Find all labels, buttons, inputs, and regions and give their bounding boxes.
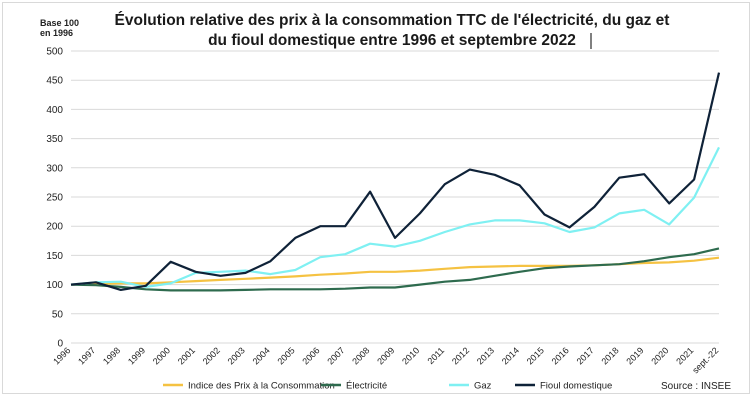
legend-label: Indice des Prix à la Consommation (188, 381, 335, 392)
legend-label: Gaz (474, 381, 492, 392)
x-tick-label: 2017 (575, 345, 596, 366)
x-tick-label: 2008 (350, 345, 371, 366)
x-tick-label: 1999 (126, 345, 147, 366)
x-tick-label: sept.-22 (690, 345, 720, 375)
x-tick-label: 2010 (400, 345, 421, 366)
y-tick-label: 50 (52, 309, 64, 320)
chart-title-line-1: Évolution relative des prix à la consomm… (115, 12, 670, 29)
y-tick-labels: 0 50 100 150 200 250 300 350 400 450 500 (46, 47, 63, 350)
x-tick-labels: 1996 1997 1998 1999 2000 2001 2002 2003 2004 2005… (51, 345, 720, 375)
y-tick-label: 0 (57, 339, 63, 350)
x-tick-label: 2020 (649, 345, 670, 366)
x-tick-label: 1996 (51, 345, 72, 366)
legend: Indice des Prix à la Consommation Électri… (163, 381, 612, 392)
y-axis-label-line-1: Base 100 (40, 18, 79, 28)
x-tick-label: 2015 (525, 345, 546, 366)
series-line-indice-des-prix-a-la-consommation (70, 256, 720, 286)
y-tick-label: 500 (46, 47, 63, 58)
x-tick-label: 2006 (300, 345, 321, 366)
x-tick-label: 2013 (475, 345, 496, 366)
y-tick-label: 450 (46, 76, 63, 87)
y-tick-label: 350 (46, 134, 63, 145)
x-tick-label: 2014 (500, 345, 521, 366)
x-tick-label: 2012 (450, 345, 471, 366)
x-tick-label: 2003 (226, 345, 247, 366)
grid-lines (71, 50, 719, 344)
chart-frame: Évolution relative des prix à la consomm… (2, 2, 750, 394)
x-tick-label: 2016 (550, 345, 571, 366)
line-chart: Évolution relative des prix à la consomm… (40, 12, 731, 392)
series-line-gaz (70, 146, 720, 288)
y-tick-label: 250 (46, 193, 63, 204)
source-note: Source : INSEE (661, 381, 731, 392)
y-axis-label-line-2: en 1996 (40, 28, 73, 38)
y-tick-label: 150 (46, 251, 63, 262)
series-line-fioul-domestique (70, 72, 721, 291)
x-tick-label: 1998 (101, 345, 122, 366)
y-tick-label: 400 (46, 105, 63, 116)
x-tick-label: 2019 (624, 345, 645, 366)
x-tick-label: 2004 (251, 345, 272, 366)
series-line-electricite (70, 247, 720, 292)
x-tick-label: 2009 (375, 345, 396, 366)
x-tick-label: 2007 (325, 345, 346, 366)
x-tick-label: 2005 (275, 345, 296, 366)
y-tick-label: 200 (46, 222, 63, 233)
x-tick-label: 2018 (599, 345, 620, 366)
x-tick-label: 2001 (176, 345, 197, 366)
y-tick-label: 300 (46, 163, 63, 174)
x-tick-label: 1997 (76, 345, 97, 366)
x-tick-label: 2000 (151, 345, 172, 366)
x-tick-label: 2011 (426, 345, 447, 366)
series-lines (70, 72, 721, 292)
legend-label: Électricité (346, 381, 387, 392)
legend-label: Fioul domestique (540, 381, 612, 392)
y-tick-label: 100 (46, 280, 63, 291)
x-tick-label: 2021 (674, 345, 695, 366)
x-tick-label: 2002 (201, 345, 222, 366)
chart-title-line-2: du fioul domestique entre 1996 et septem… (208, 32, 576, 49)
